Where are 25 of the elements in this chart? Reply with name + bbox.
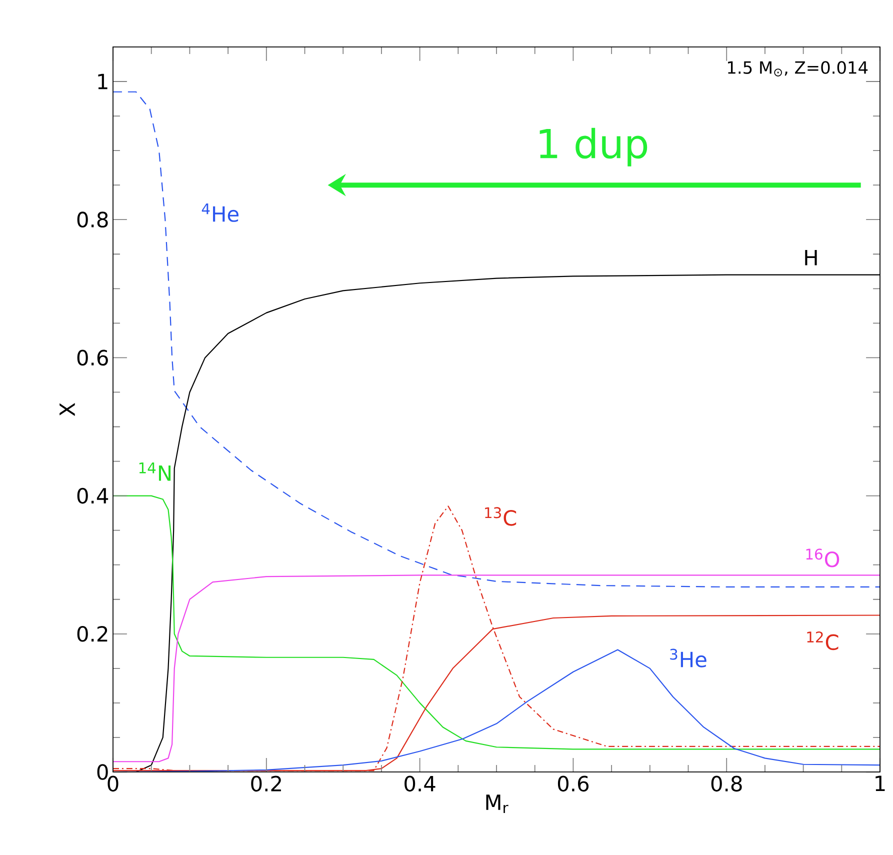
x-axis-title: M$_{r}$ — [486, 794, 508, 814]
line-series — [113, 91, 880, 588]
y-axis-title: X — [60, 402, 75, 416]
x-tick-label: 0 — [108, 776, 118, 792]
y-tick-label: 0 — [97, 764, 108, 780]
y-tick-label: 0.6 — [77, 350, 108, 366]
series-label: $^{3}$He — [670, 648, 706, 668]
y-tick-label: 0.8 — [77, 212, 108, 228]
series-label: $^{4}$He — [202, 203, 238, 222]
x-tick-label: 1 — [876, 776, 885, 792]
x-tick-label: 0.4 — [404, 776, 436, 792]
x-tick-label: 0.2 — [251, 776, 281, 792]
annotation: 1 dup — [540, 128, 648, 166]
x-tick-label: 0.8 — [711, 776, 742, 792]
series-label: $^{12}$C — [807, 631, 838, 650]
y-tick-label: 0.2 — [77, 626, 108, 642]
series-label: $^{16}$O — [806, 548, 840, 568]
y-tick-label: 0.4 — [77, 488, 108, 504]
series-label: $^{13}$C — [485, 507, 516, 526]
series-label: $^{14}$N — [139, 462, 171, 481]
y-tick-label: 1 — [98, 74, 108, 90]
x-tick-label: 0.6 — [558, 776, 589, 792]
annotation: 1.5 M$_{⊙}$, Z=0.014 — [728, 61, 868, 76]
line-series — [113, 574, 880, 762]
series-label: H — [805, 250, 817, 266]
